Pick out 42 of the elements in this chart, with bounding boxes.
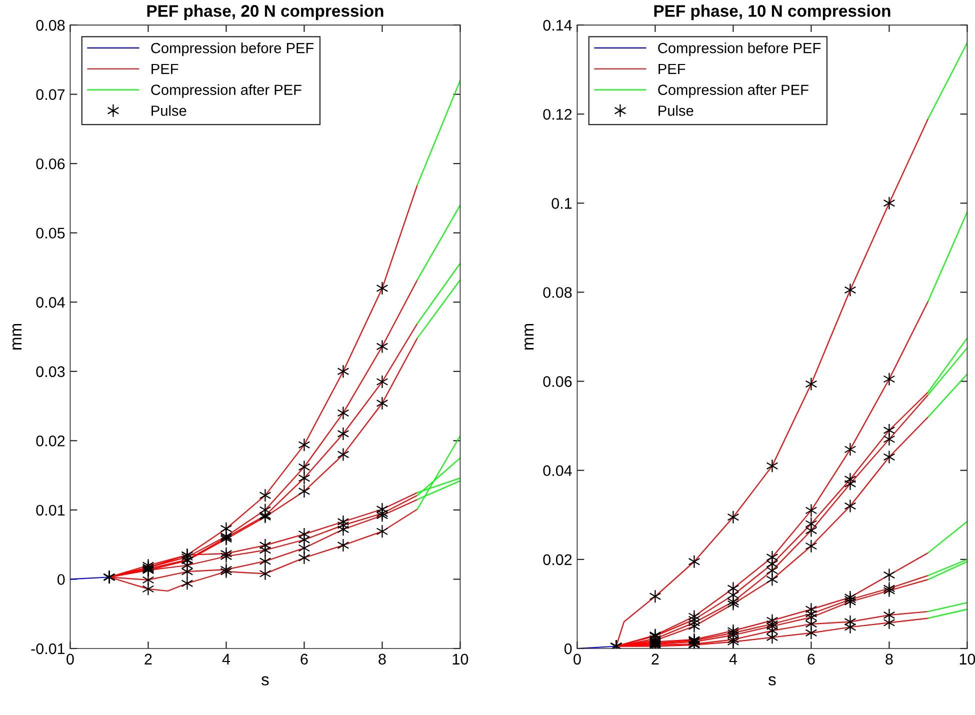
x-tick-label: 4	[729, 654, 737, 664]
x-tick-label: 0	[574, 654, 581, 665]
y-tick-label: 0.06	[543, 376, 572, 387]
x-axis-title: s	[261, 676, 269, 686]
legend-label: Compression before PEF	[151, 42, 314, 56]
y-tick-label: 0.08	[543, 287, 572, 298]
y-tick-label: 0.04	[543, 465, 572, 476]
y-tick-label: 0.02	[543, 554, 572, 566]
x-tick-label: 6	[300, 654, 308, 665]
legend-label: Compression after PEF	[151, 84, 302, 98]
chart-title: PEF phase, 20 N compression	[147, 4, 384, 20]
y-axis-title: mm	[524, 324, 534, 350]
x-tick-label: 8	[378, 654, 386, 665]
chart-title: PEF phase, 10 N compression	[654, 4, 890, 20]
y-tick-label: 0.03	[36, 366, 65, 378]
y-tick-label: 0.07	[36, 89, 65, 100]
y-tick-label: 0.05	[36, 228, 65, 239]
y-tick-label: 0.12	[543, 108, 572, 120]
y-tick-label: 0.14	[543, 20, 572, 31]
x-tick-label: 6	[808, 654, 815, 665]
x-tick-label: 2	[652, 654, 659, 664]
y-tick-label: 0.04	[36, 296, 65, 308]
y-tick-label: -0.01	[31, 643, 65, 654]
legend-label: PEF	[152, 64, 178, 74]
x-axis-title: s	[768, 676, 776, 686]
x-tick-label: 2	[144, 654, 152, 664]
y-tick-label: 0.02	[36, 436, 65, 446]
legend-label: Compression after PEF	[658, 84, 808, 98]
y-tick-label: 0.1	[552, 198, 572, 209]
x-tick-label: 4	[222, 654, 230, 664]
y-axis-title: mm	[12, 324, 22, 350]
x-tick-label: 10	[960, 654, 975, 665]
x-tick-label: 0	[66, 654, 74, 665]
y-tick-label: 0	[564, 643, 572, 654]
y-tick-label: 0	[57, 574, 65, 585]
y-tick-label: 0.06	[36, 158, 65, 170]
y-tick-label: 0.08	[36, 20, 65, 31]
x-tick-label: 10	[452, 654, 468, 665]
legend-label: Compression before PEF	[658, 42, 821, 56]
y-tick-label: 0.01	[36, 504, 65, 516]
x-tick-label: 8	[886, 654, 893, 665]
legend-label: PEF	[658, 64, 686, 74]
